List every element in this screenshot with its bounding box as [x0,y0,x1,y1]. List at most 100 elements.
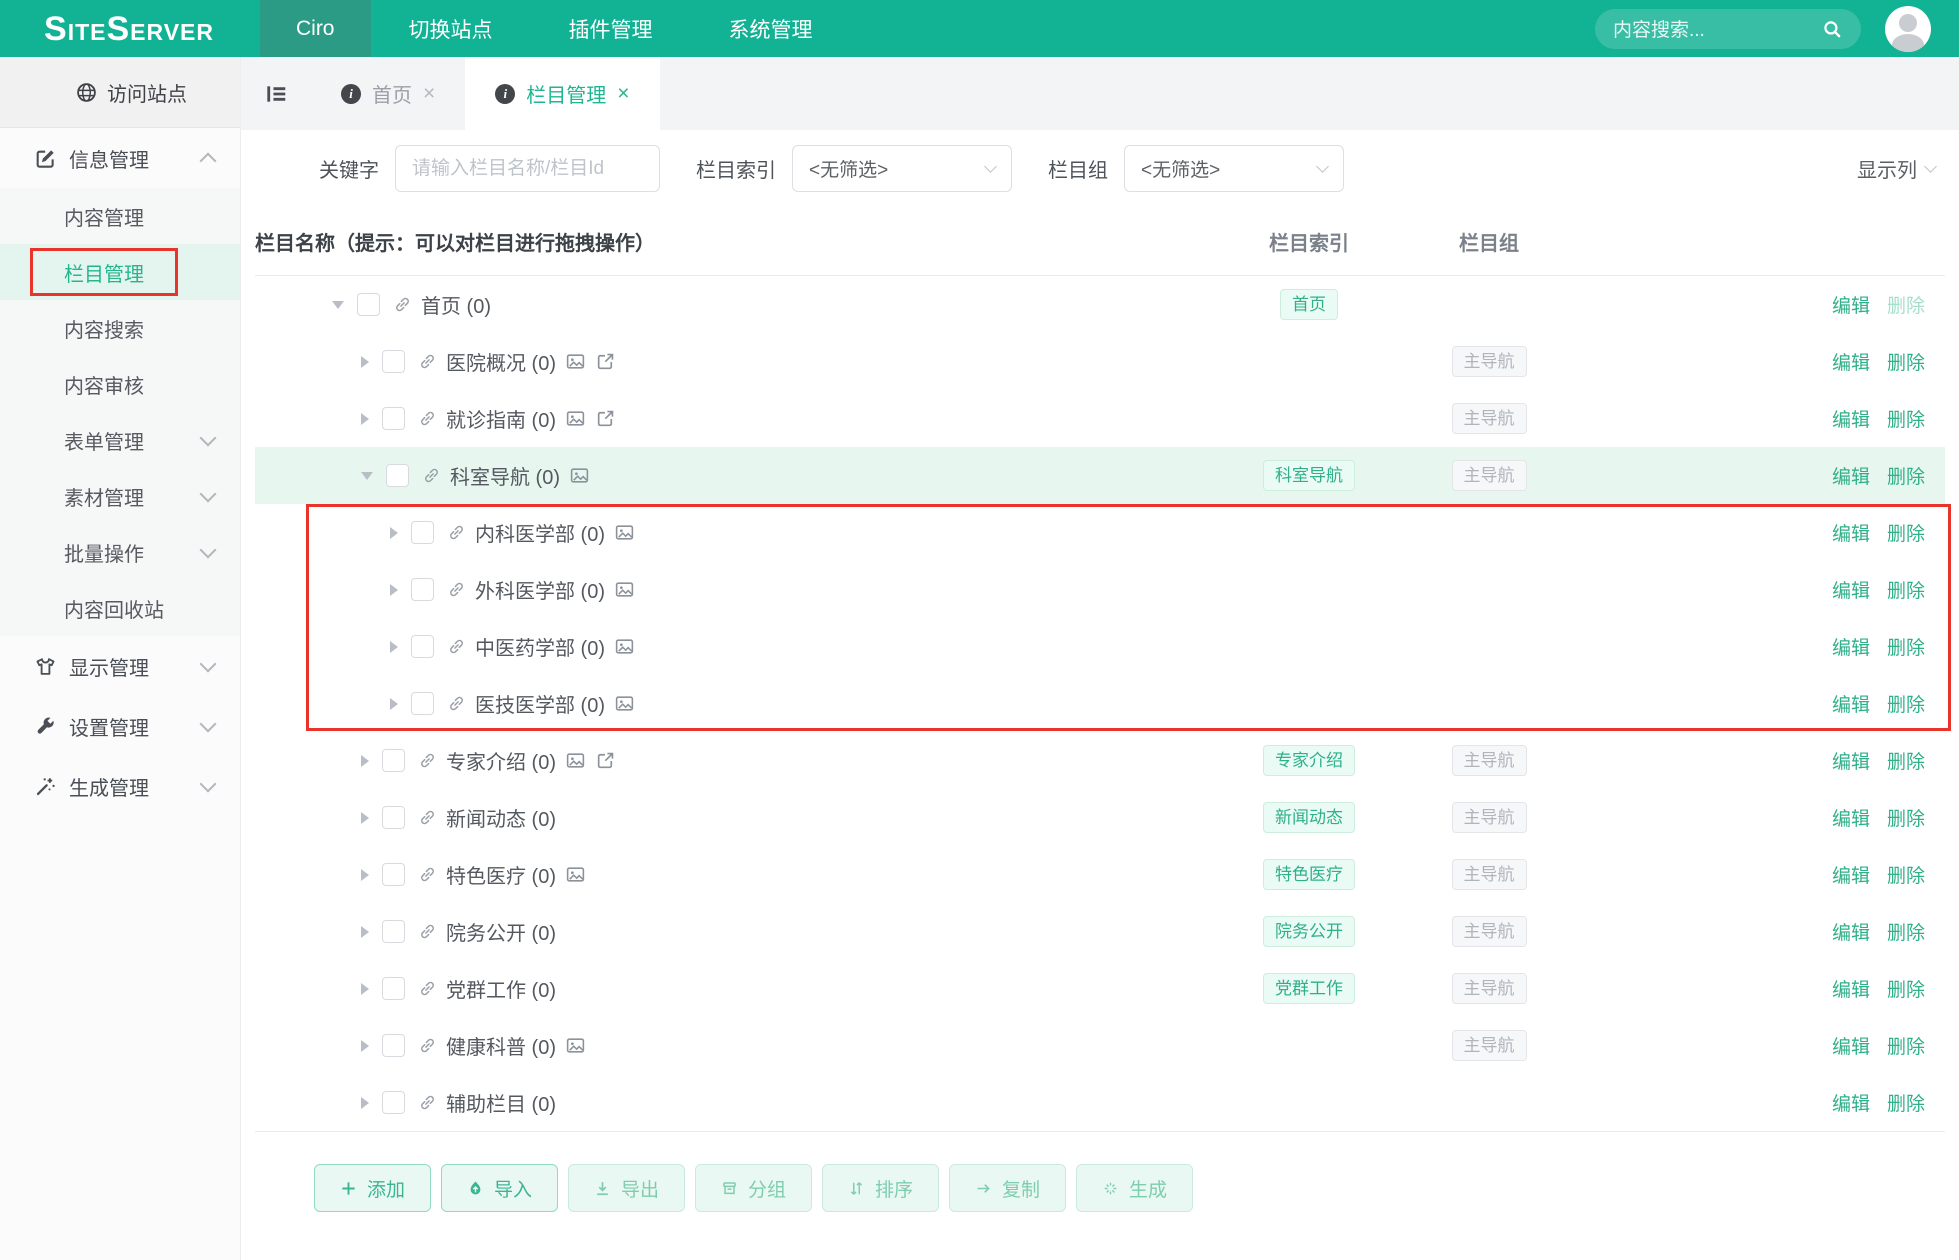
sidebar-item-content-review[interactable]: 内容审核 [0,356,240,412]
current-site-tab[interactable]: Ciro [259,0,371,57]
channel-name[interactable]: 辅助栏目 (0) [446,1094,556,1116]
edit-link[interactable]: 编辑 [1831,695,1870,716]
copy-button[interactable]: 复制 [949,1164,1066,1212]
channel-name[interactable]: 专家介绍 (0) [446,752,556,774]
edit-link[interactable]: 编辑 [1831,524,1870,545]
table-row[interactable]: 就诊指南 (0) 主导航 编辑 删除 [255,390,1945,447]
row-checkbox[interactable] [382,1034,405,1057]
expand-toggle-icon[interactable] [361,1096,369,1109]
close-tab-icon[interactable]: × [423,82,436,105]
siteserver-logo[interactable]: S ITE S ERVER [44,12,214,46]
delete-link[interactable]: 删除 [1886,980,1925,1001]
add-button[interactable]: 添加 [314,1164,431,1212]
expand-toggle-icon[interactable] [361,982,369,995]
edit-link[interactable]: 编辑 [1831,752,1870,773]
delete-link[interactable]: 删除 [1886,1037,1925,1058]
export-button[interactable]: 导出 [568,1164,685,1212]
edit-link[interactable]: 编辑 [1831,467,1870,488]
sidebar-item-settings-management[interactable]: 设置管理 [0,696,240,756]
channel-name[interactable]: 特色医疗 (0) [446,866,556,888]
table-row[interactable]: 健康科普 (0) 主导航 编辑 删除 [255,1017,1945,1074]
row-checkbox[interactable] [382,977,405,1000]
content-search-box[interactable]: 内容搜索... [1595,8,1861,49]
table-row[interactable]: 首页 (0) 首页 编辑 删除 [255,276,1945,333]
expand-toggle-icon[interactable] [390,640,398,653]
channel-name[interactable]: 医技医学部 (0) [475,695,605,717]
row-checkbox[interactable] [382,920,405,943]
header-nav-switch-site[interactable]: 切换站点 [408,18,493,42]
expand-toggle-icon[interactable] [361,754,369,767]
delete-link[interactable]: 删除 [1886,752,1925,773]
group-filter-select[interactable]: <无筛选> [1124,145,1344,192]
sidebar-item-batch-operations[interactable]: 批量操作 [0,524,240,580]
delete-link[interactable]: 删除 [1886,524,1925,545]
sidebar-item-content-management[interactable]: 内容管理 [0,188,240,244]
edit-link[interactable]: 编辑 [1831,923,1870,944]
group-button[interactable]: 分组 [695,1164,812,1212]
expand-toggle-icon[interactable] [390,526,398,539]
delete-link[interactable]: 删除 [1886,1094,1925,1115]
sidebar-item-form-management[interactable]: 表单管理 [0,412,240,468]
expand-toggle-icon[interactable] [361,1039,369,1052]
close-tab-icon[interactable]: × [617,82,630,105]
edit-link[interactable]: 编辑 [1831,296,1870,317]
channel-name[interactable]: 中医药学部 (0) [475,638,605,660]
expand-toggle-icon[interactable] [390,697,398,710]
delete-link[interactable]: 删除 [1886,638,1925,659]
delete-link[interactable]: 删除 [1886,467,1925,488]
channel-name[interactable]: 首页 (0) [421,296,491,318]
expand-toggle-icon[interactable] [361,811,369,824]
row-checkbox[interactable] [382,806,405,829]
delete-link[interactable]: 删除 [1886,923,1925,944]
edit-link[interactable]: 编辑 [1831,809,1870,830]
table-row[interactable]: 医院概况 (0) 主导航 编辑 删除 [255,333,1945,390]
edit-link[interactable]: 编辑 [1831,353,1870,374]
edit-link[interactable]: 编辑 [1831,581,1870,602]
header-nav-plugin-management[interactable]: 插件管理 [568,18,653,42]
channel-name[interactable]: 医院概况 (0) [446,353,556,375]
channel-name[interactable]: 新闻动态 (0) [446,809,556,831]
sidebar-item-display-management[interactable]: 显示管理 [0,636,240,696]
table-row[interactable]: 特色医疗 (0) 特色医疗 主导航 编辑 删除 [255,846,1945,903]
table-row[interactable]: 内科医学部 (0) 编辑 删除 [255,504,1945,561]
row-checkbox[interactable] [382,863,405,886]
row-checkbox[interactable] [411,635,434,658]
expand-toggle-icon[interactable] [361,925,369,938]
expand-toggle-icon[interactable] [361,412,369,425]
delete-link[interactable]: 删除 [1886,809,1925,830]
collapse-sidebar-icon[interactable] [257,81,297,107]
delete-link[interactable]: 删除 [1886,866,1925,887]
edit-link[interactable]: 编辑 [1831,1094,1870,1115]
keyword-input[interactable] [395,145,660,192]
edit-link[interactable]: 编辑 [1831,638,1870,659]
expand-toggle-icon[interactable] [390,583,398,596]
channel-name[interactable]: 内科医学部 (0) [475,524,605,546]
sidebar-item-content-search[interactable]: 内容搜索 [0,300,240,356]
generate-button[interactable]: 生成 [1076,1164,1193,1212]
channel-name[interactable]: 就诊指南 (0) [446,410,556,432]
row-checkbox[interactable] [357,293,380,316]
edit-link[interactable]: 编辑 [1831,866,1870,887]
channel-name[interactable]: 健康科普 (0) [446,1037,556,1059]
delete-link[interactable]: 删除 [1886,410,1925,431]
sidebar-item-material-management[interactable]: 素材管理 [0,468,240,524]
collapse-toggle-icon[interactable] [361,471,373,480]
expand-toggle-icon[interactable] [361,355,369,368]
row-checkbox[interactable] [411,521,434,544]
tab-home[interactable]: i 首页 × [311,57,465,130]
table-row[interactable]: 外科医学部 (0) 编辑 删除 [255,561,1945,618]
row-checkbox[interactable] [382,1091,405,1114]
delete-link[interactable]: 删除 [1886,353,1925,374]
table-row[interactable]: 院务公开 (0) 院务公开 主导航 编辑 删除 [255,903,1945,960]
row-checkbox[interactable] [382,749,405,772]
channel-name[interactable]: 院务公开 (0) [446,923,556,945]
expand-toggle-icon[interactable] [361,868,369,881]
visit-site-button[interactable]: 访问站点 [0,57,240,128]
table-row[interactable]: 中医药学部 (0) 编辑 删除 [255,618,1945,675]
channel-name[interactable]: 外科医学部 (0) [475,581,605,603]
table-row[interactable]: 辅助栏目 (0) 编辑 删除 [255,1074,1945,1131]
row-checkbox[interactable] [386,464,409,487]
sidebar-item-info-management[interactable]: 信息管理 [0,128,240,188]
search-icon[interactable] [1821,18,1843,40]
display-columns-toggle[interactable]: 显示列 [1857,154,1937,183]
